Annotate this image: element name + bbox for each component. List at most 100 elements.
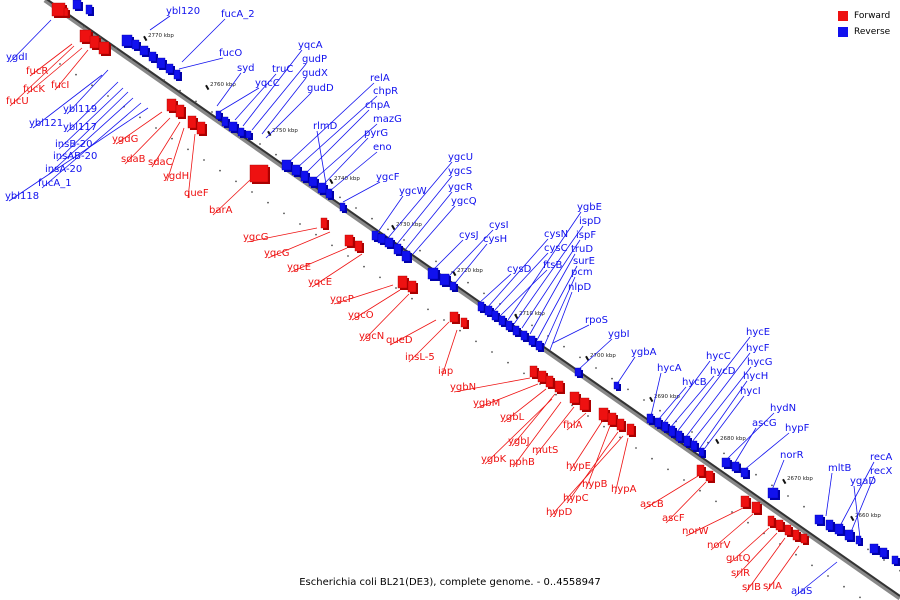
track-dot	[331, 244, 333, 247]
reverse-gene-leader-ygcs	[396, 175, 453, 245]
reverse-gene-label-pcm: pcm	[571, 267, 593, 278]
reverse-gene-block	[690, 440, 698, 451]
forward-gene-block	[598, 407, 609, 421]
forward-gene-label-srlr: srlR	[731, 568, 750, 579]
track-dot	[643, 399, 645, 401]
forward-gene-leader-fhla	[566, 412, 587, 431]
reverse-gene-leader-sure	[536, 265, 578, 341]
forward-gene-leader-hypb	[585, 425, 611, 490]
reverse-gene-label-gudx: gudX	[302, 68, 328, 79]
reverse-gene-leader-chpa	[305, 109, 370, 174]
reverse-gene-label-gudp: gudP	[302, 54, 327, 65]
axis-tick-mark	[391, 224, 396, 231]
track-dot	[691, 431, 693, 433]
track-dot	[811, 564, 813, 567]
reverse-gene-label-chpr: chpR	[373, 86, 398, 97]
reverse-gene-label-mazg: mazG	[373, 114, 402, 125]
reverse-gene-block	[491, 310, 499, 321]
reverse-gene-block	[215, 110, 222, 120]
genome-backbone-shadow	[43, 0, 900, 600]
forward-gene-label-hypb: hypB	[582, 479, 608, 490]
track-dot	[379, 276, 381, 279]
forward-gene-block	[187, 115, 197, 129]
reverse-gene-leader-nlpd	[549, 291, 573, 351]
reverse-gene-block	[121, 34, 133, 47]
reverse-gene-block	[281, 159, 292, 171]
reverse-gene-label-rlmd: rlmD	[313, 121, 338, 132]
axis-tick-label: 2710 kbp	[519, 311, 545, 317]
axis-tick-mark	[782, 478, 787, 485]
track-dot	[347, 255, 349, 257]
reverse-gene-leader-reca	[839, 461, 875, 527]
axis-tick-label: 2750 kbp	[272, 128, 298, 134]
reverse-gene-leader-hych	[699, 380, 748, 449]
reverse-gene-label-cysj: cysJ	[459, 230, 479, 241]
legend-reverse-label: Reverse	[854, 26, 891, 37]
reverse-gene-label-cysh: cysH	[483, 234, 507, 245]
reverse-gene-label-gudd: gudD	[307, 83, 334, 94]
reverse-gene-label-ygcq: ygcQ	[451, 196, 477, 207]
track-dot	[443, 319, 445, 321]
reverse-gene-label-cysd: cysD	[507, 264, 532, 275]
forward-gene-label-ygbl: ygbL	[500, 412, 525, 423]
track-dot	[355, 207, 357, 209]
forward-gene-block	[705, 470, 714, 482]
reverse-gene-leader-truc	[234, 73, 277, 121]
reverse-gene-block	[72, 0, 82, 10]
reverse-gene-leader-syd	[216, 72, 242, 107]
track-dot	[603, 425, 605, 428]
axis-tick-label: 2670 kbp	[787, 476, 813, 482]
forward-gene-block	[79, 29, 92, 43]
legend-forward: Forward	[838, 8, 900, 23]
reverse-gene-leader-ygbe	[507, 211, 582, 321]
track-dot	[467, 281, 469, 284]
reverse-gene-label-ygbe: ygbE	[577, 202, 602, 213]
track-dot	[411, 297, 413, 300]
reverse-gene-block	[165, 63, 174, 74]
reverse-gene-block	[675, 430, 683, 442]
track-dot	[579, 356, 581, 359]
forward-gene-block	[344, 234, 354, 247]
reverse-gene-label-truc: truC	[272, 64, 293, 75]
track-dot	[339, 196, 341, 199]
reverse-gene-leader-cysi	[448, 229, 494, 277]
forward-gene-leader-srlr	[734, 532, 778, 579]
reverse-gene-label-yqca: yqcA	[298, 40, 323, 51]
reverse-gene-label-pyrg: pyrG	[364, 128, 388, 139]
track-dot	[731, 511, 733, 513]
reverse-gene-leader-trud	[529, 253, 576, 335]
track-dot	[667, 468, 669, 471]
legend-forward-label: Forward	[854, 10, 891, 21]
reverse-gene-block	[85, 4, 93, 15]
reverse-gene-leader-gudd	[265, 92, 312, 139]
reverse-gene-leader-norr	[771, 459, 785, 491]
forward-gene-label-norw: norW	[682, 526, 709, 537]
reverse-gene-leader-ybl119	[66, 69, 109, 115]
reverse-gene-leader-insb-20	[58, 87, 124, 150]
axis-tick-label: 2730 kbp	[396, 222, 422, 228]
forward-gene-block	[354, 240, 363, 252]
track-dot	[83, 25, 85, 28]
forward-gene-leader-fucu	[9, 45, 75, 107]
forward-gene-label-ygbj: ygbJ	[508, 436, 530, 447]
track-dot	[827, 575, 829, 577]
reverse-gene-block	[844, 529, 854, 541]
forward-gene-block	[449, 311, 459, 323]
forward-gene-label-ygcn: ygcN	[359, 331, 384, 342]
reverse-gene-leader-cysh	[455, 243, 488, 283]
reverse-gene-block	[512, 325, 520, 336]
track-dot	[747, 521, 749, 524]
reverse-gene-label-norr: norR	[780, 450, 804, 461]
reverse-gene-label-ygba: ygbA	[631, 347, 657, 358]
forward-gene-block	[554, 380, 564, 393]
track-dot	[843, 585, 845, 588]
reverse-gene-label-ygad: ygaD	[850, 476, 876, 487]
reverse-gene-block	[325, 188, 333, 199]
axis-tick-mark	[585, 355, 590, 362]
forward-gene-leader-iap	[441, 329, 458, 377]
reverse-gene-leader-ygcq	[412, 205, 456, 255]
forward-gene-block	[98, 41, 110, 55]
forward-gene-label-bara: barA	[209, 205, 233, 216]
track-dot	[867, 548, 869, 551]
reverse-gene-block	[401, 250, 411, 262]
